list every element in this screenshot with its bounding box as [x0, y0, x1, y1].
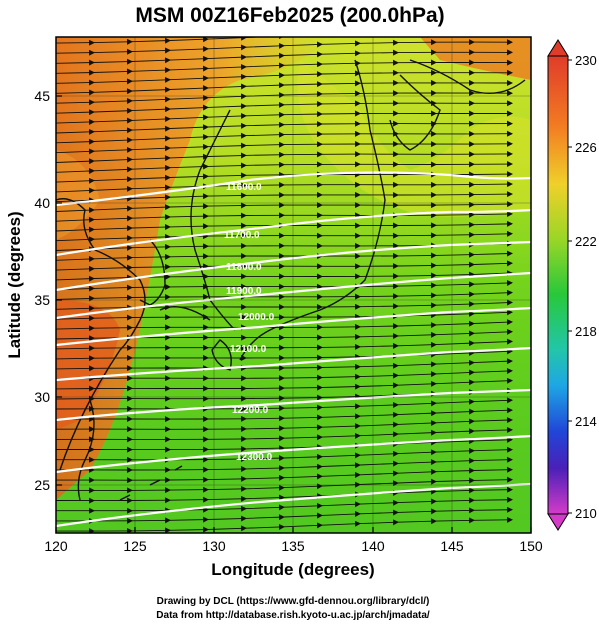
- credit-data: Data from http://database.rish.kyoto-u.a…: [156, 610, 430, 621]
- contour-label: 12200.0: [232, 405, 269, 416]
- contour-label: 11900.0: [226, 286, 262, 297]
- contour-label: 12100.0: [230, 344, 267, 355]
- contour-line: [56, 388, 531, 422]
- colorbar-tick-label: 226: [575, 140, 597, 155]
- streamline: [56, 201, 513, 214]
- streamline: [56, 211, 513, 223]
- streamline: [56, 319, 513, 332]
- colorbar-tick-label: 218: [575, 324, 597, 339]
- credit-drawing: Drawing by DCL (https://www.gfd-dennou.o…: [157, 596, 430, 607]
- colorbar: 230 226 222 218 214 210: [547, 39, 597, 531]
- streamline: [56, 161, 513, 175]
- colorbar-tick-label: 230: [575, 53, 597, 68]
- streamline: [56, 191, 513, 204]
- streamline: [56, 110, 513, 125]
- contour-line: [56, 482, 531, 528]
- height-contours: [56, 171, 531, 528]
- x-tick-label: 120: [44, 538, 68, 554]
- streamline: [56, 348, 513, 362]
- axis-ticks: [55, 95, 532, 533]
- streamline: [56, 130, 513, 145]
- contour-labels: 11600.0 11700.0 11800.0 11900.0 12000.0 …: [224, 182, 275, 463]
- streamline: [56, 140, 513, 155]
- colorbar-ticks: [568, 59, 572, 514]
- streamline: [56, 309, 513, 322]
- contour-line: [56, 346, 531, 382]
- streamline: [56, 181, 513, 194]
- streamline: [56, 338, 513, 352]
- x-tick-label: 150: [519, 538, 543, 554]
- colorbar-top-arrow: [547, 39, 569, 57]
- contour-line: [56, 434, 531, 474]
- x-tick-labels: 120 125 130 135 140 145 150: [44, 538, 543, 554]
- colorbar-tick-label: 222: [575, 234, 597, 249]
- x-tick-label: 145: [440, 538, 464, 554]
- y-tick-label: 35: [34, 292, 50, 308]
- streamline: [56, 150, 513, 165]
- contour-line: [56, 306, 531, 347]
- streamline: [56, 120, 513, 135]
- streamline: [56, 279, 513, 292]
- x-tick-label: 135: [281, 538, 305, 554]
- y-tick-label: 25: [34, 477, 50, 493]
- grid-lines: [56, 37, 531, 533]
- streamline: [56, 250, 513, 262]
- contour-line: [56, 208, 531, 257]
- contour-label: 11700.0: [224, 230, 260, 241]
- contour-line: [56, 171, 531, 207]
- warm-region-korea: [56, 150, 100, 240]
- chart-title: MSM 00Z16Feb2025 (200.0hPa): [135, 4, 444, 27]
- y-tick-label: 40: [34, 195, 50, 211]
- streamline: [56, 260, 513, 272]
- colorbar-tick-label: 214: [575, 414, 597, 429]
- plot-area: 11600.0 11700.0 11800.0 11900.0 12000.0 …: [56, 37, 531, 533]
- colorbar-bottom-arrow: [547, 513, 569, 531]
- streamline: [56, 516, 513, 533]
- contour-label: 12000.0: [238, 312, 275, 323]
- x-tick-label: 140: [361, 538, 385, 554]
- y-tick-label: 30: [34, 389, 50, 405]
- colorbar-scale: [547, 55, 569, 515]
- contour-label: 11600.0: [226, 182, 262, 193]
- contour-label: 11800.0: [226, 262, 262, 273]
- streamline: [56, 289, 513, 302]
- x-tick-label: 125: [123, 538, 147, 554]
- x-axis-label: Longitude (degrees): [211, 560, 374, 579]
- colorbar-tick-label: 210: [575, 506, 597, 521]
- x-tick-label: 130: [202, 538, 226, 554]
- contour-line: [56, 240, 531, 292]
- contour-line: [56, 271, 531, 320]
- y-tick-label: 45: [34, 88, 50, 104]
- streamline: [56, 230, 513, 243]
- y-tick-labels: 45 40 35 30 25: [34, 88, 50, 493]
- contour-label: 12300.0: [236, 452, 273, 463]
- y-axis-label: Latitude (degrees): [5, 211, 24, 358]
